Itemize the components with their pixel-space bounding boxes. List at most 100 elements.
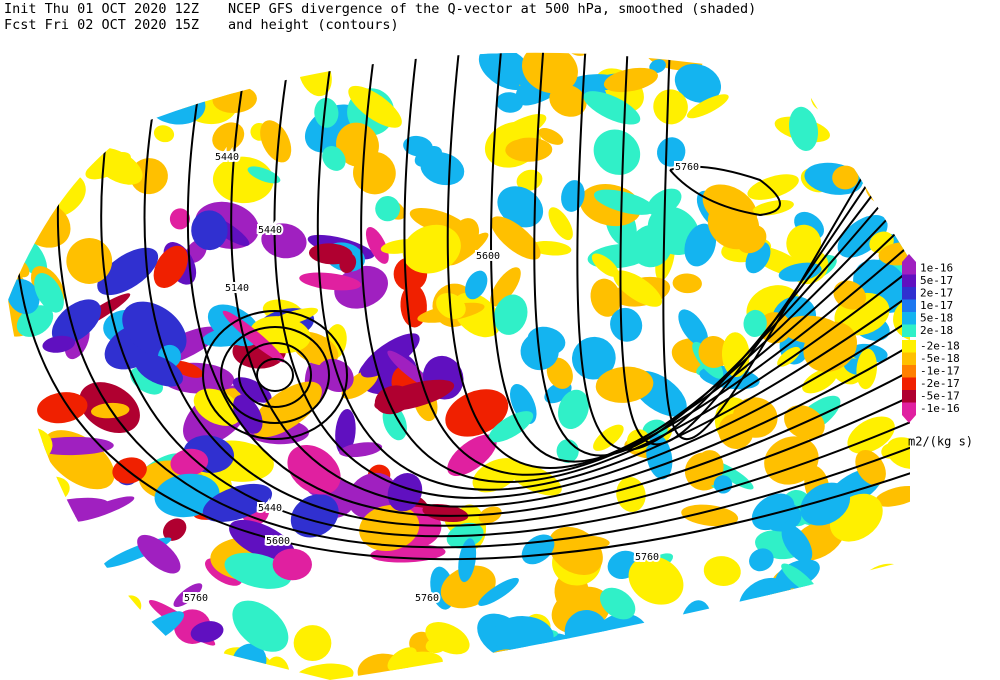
shade-blob <box>153 245 188 289</box>
shade-blob <box>593 129 641 175</box>
shade-blob <box>558 389 589 430</box>
contour-line <box>56 52 910 549</box>
shade-blob <box>630 224 672 268</box>
legend-swatch <box>902 352 916 365</box>
shade-blob <box>681 504 739 527</box>
shade-blob <box>879 156 910 191</box>
shade-blob <box>22 476 70 508</box>
shade-blob <box>858 563 906 602</box>
shade-blob <box>154 473 220 518</box>
shade-blob <box>870 573 910 614</box>
shade-blob <box>71 496 135 522</box>
shade-blob <box>193 388 242 426</box>
legend-label: -2e-18 <box>920 339 960 352</box>
shade-blob <box>135 654 178 680</box>
legend-swatch <box>902 324 916 337</box>
shade-blob <box>260 120 292 163</box>
legend-label: 1e-17 <box>920 299 953 312</box>
contour-line <box>360 52 910 484</box>
shade-blob <box>448 232 489 266</box>
shade-blob <box>481 52 537 86</box>
legend-label: 5e-17 <box>920 274 953 287</box>
legend-swatch <box>902 340 916 353</box>
shade-blob <box>8 427 53 462</box>
shade-blob <box>359 504 420 552</box>
shade-blob <box>402 224 461 274</box>
map-subtitle: and height (contours) <box>228 17 399 33</box>
shade-blob <box>134 353 183 387</box>
legend-swatch <box>902 402 916 415</box>
legend-label: -5e-17 <box>920 389 960 402</box>
shade-blob <box>314 97 339 128</box>
shade-blob <box>856 635 910 680</box>
shade-blob <box>583 643 603 680</box>
contour-line <box>220 326 330 424</box>
shade-blob <box>465 270 488 300</box>
shade-blob <box>387 647 417 672</box>
contour-label: 5760 <box>635 552 659 563</box>
shade-blob <box>287 444 341 495</box>
shade-blob <box>8 622 34 656</box>
shade-blob <box>747 651 787 675</box>
shade-blob <box>902 590 910 614</box>
map-title: NCEP GFS divergence of the Q-vector at 5… <box>228 1 756 17</box>
shade-blob <box>593 189 655 215</box>
shade-blob <box>591 253 619 277</box>
shade-blob <box>170 448 209 477</box>
contour-label: 5760 <box>675 162 699 173</box>
shade-blob <box>781 524 813 563</box>
shade-blob <box>322 146 346 171</box>
shade-blob <box>202 483 273 522</box>
shade-blob <box>521 52 578 94</box>
contour-line <box>316 52 910 491</box>
contour-line <box>202 310 348 440</box>
shade-blob <box>488 411 534 443</box>
shade-blob <box>810 79 849 113</box>
legend-swatch <box>902 390 916 403</box>
legend-swatch <box>902 312 916 325</box>
shade-blob <box>8 344 15 385</box>
shade-blob <box>173 583 203 608</box>
shade-blob <box>802 368 838 394</box>
shade-blob <box>8 360 14 407</box>
shade-blob <box>653 89 688 125</box>
shade-blob <box>169 208 191 230</box>
shade-blob <box>593 424 624 451</box>
contour-line <box>186 52 910 517</box>
legend-label: -1e-17 <box>920 364 960 377</box>
shade-blob <box>788 52 842 76</box>
shade-blob <box>162 518 187 541</box>
shade-blob <box>832 165 859 190</box>
contour-line <box>143 52 910 527</box>
legend-label: -1e-16 <box>920 402 960 415</box>
shade-blob <box>703 556 741 586</box>
legend-swatch <box>902 377 916 390</box>
shade-blob <box>97 247 159 296</box>
shade-blob <box>375 196 401 222</box>
shade-blob <box>749 548 774 572</box>
shade-blob <box>599 587 636 620</box>
shade-blob <box>299 272 362 291</box>
shade-blob <box>335 408 356 456</box>
shade-blob <box>690 655 731 676</box>
shade-blob <box>365 226 389 264</box>
shade-blob <box>222 310 285 363</box>
shade-blob <box>583 91 641 125</box>
contour-label: 5760 <box>184 593 208 604</box>
shade-blob <box>787 52 809 70</box>
forecast-time: Fcst Fri 02 OCT 2020 15Z <box>4 17 199 33</box>
shade-blob <box>14 600 50 634</box>
shade-blob <box>678 309 709 347</box>
shade-blob <box>879 90 902 121</box>
shade-blob <box>603 67 658 93</box>
shade-blob <box>675 52 739 61</box>
shade-blob <box>747 622 806 650</box>
contour-line <box>238 342 312 408</box>
shade-blob <box>272 548 312 581</box>
shade-blob <box>47 150 68 183</box>
shade-blob <box>290 494 339 538</box>
legend-label: 5e-18 <box>920 311 953 324</box>
shade-blob <box>837 214 888 258</box>
shade-blob <box>498 113 547 142</box>
legend: 1e-165e-172e-171e-175e-182e-18-2e-18-5e-… <box>902 254 960 423</box>
